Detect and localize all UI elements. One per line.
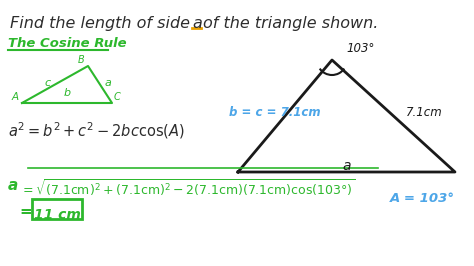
Text: C: C — [114, 92, 121, 102]
Text: A: A — [12, 92, 19, 102]
Text: a: a — [192, 16, 202, 31]
Text: a: a — [8, 178, 18, 193]
Text: A = 103°: A = 103° — [390, 192, 455, 205]
Text: b: b — [64, 88, 71, 98]
FancyBboxPatch shape — [32, 199, 82, 219]
Text: 7.1cm: 7.1cm — [405, 106, 442, 118]
Text: c: c — [45, 77, 51, 88]
Text: Find the length of side: Find the length of side — [10, 16, 190, 31]
Text: 11 cm: 11 cm — [34, 208, 81, 222]
Text: The Cosine Rule: The Cosine Rule — [8, 37, 127, 50]
Text: a: a — [342, 159, 351, 173]
Text: B: B — [77, 55, 84, 65]
Text: 103°: 103° — [346, 42, 374, 55]
Text: of the triangle shown.: of the triangle shown. — [203, 16, 378, 31]
Text: $a^2 = b^2 + c^2 - 2bc\cos(A)$: $a^2 = b^2 + c^2 - 2bc\cos(A)$ — [8, 120, 185, 141]
Text: =: = — [20, 204, 38, 219]
Text: b = c = 7.1cm: b = c = 7.1cm — [229, 106, 321, 118]
Text: a: a — [105, 77, 111, 88]
Text: $= \sqrt{(7.1\mathrm{cm})^2+(7.1\mathrm{cm})^2-2(7.1\mathrm{cm})(7.1\mathrm{cm}): $= \sqrt{(7.1\mathrm{cm})^2+(7.1\mathrm{… — [20, 178, 356, 199]
